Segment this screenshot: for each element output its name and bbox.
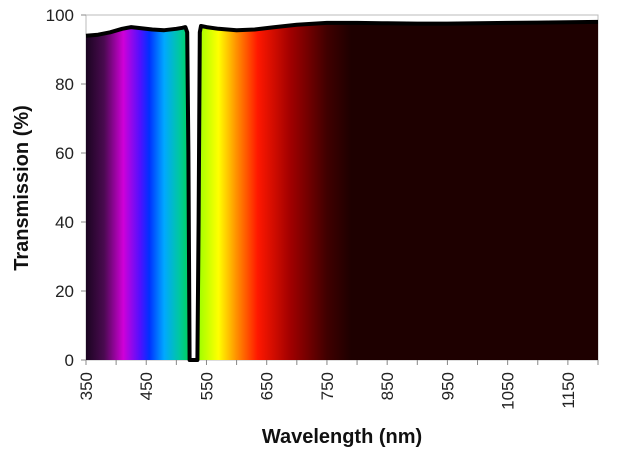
y-tick-label: 0	[65, 351, 74, 370]
x-tick-label: 650	[258, 372, 277, 400]
y-tick-label: 100	[46, 6, 74, 25]
x-axis-label: Wavelength (nm)	[262, 426, 422, 448]
y-tick-label: 80	[55, 75, 74, 94]
x-tick-label: 350	[77, 372, 96, 400]
x-tick-label: 850	[378, 372, 397, 400]
x-tick-label: 750	[318, 372, 337, 400]
y-tick-label: 60	[55, 144, 74, 163]
x-tick-label: 450	[137, 372, 156, 400]
y-axis-label: Transmission (%)	[11, 105, 33, 271]
x-tick-label: 550	[197, 372, 216, 400]
spectrum-fill	[86, 21, 598, 360]
y-tick-label: 20	[55, 282, 74, 301]
x-tick-label: 1050	[499, 372, 518, 410]
y-tick-label: 40	[55, 213, 74, 232]
x-tick-label: 950	[438, 372, 457, 400]
transmission-line	[85, 19, 599, 362]
x-axis: 350 450 550 650 750 850 950 1050 1150	[77, 360, 599, 410]
y-axis: 0 20 40 60 80 100	[46, 6, 86, 370]
x-tick-label: 1150	[559, 372, 578, 409]
